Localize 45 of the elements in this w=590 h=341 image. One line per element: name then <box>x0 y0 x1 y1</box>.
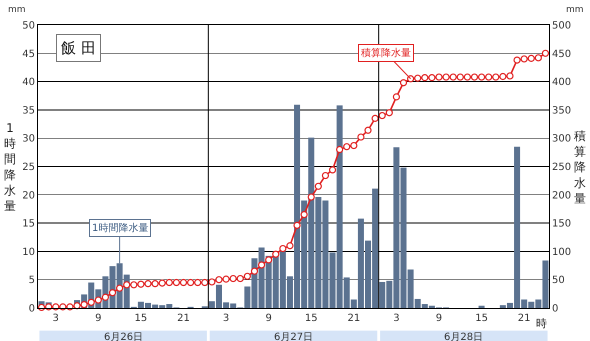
y2-tick-label: 50 <box>552 275 565 286</box>
x-tick-label: 21 <box>177 313 190 324</box>
y-tick-label: 0 <box>28 304 35 314</box>
x-tick-label: 3 <box>393 313 400 324</box>
y-tick-label: 30 <box>22 134 35 145</box>
x-tick-label: 3 <box>52 313 59 324</box>
y2-tick-label: 200 <box>552 190 572 202</box>
y-tick-label: 5 <box>28 275 35 286</box>
y-tick-label: 25 <box>22 162 35 173</box>
x-tick-label: 3 <box>222 313 230 324</box>
y-tick-label: 35 <box>22 105 35 116</box>
y-tick-label: 20 <box>22 190 35 202</box>
y2-tick-label: 0 <box>552 304 558 314</box>
x-tick-label: 9 <box>265 313 272 324</box>
x-tick-label: 15 <box>134 313 148 324</box>
x-tick-label: 9 <box>95 313 102 324</box>
text: 6月27日 <box>274 332 314 341</box>
y2-axis-title: 積算降水量 <box>574 129 586 206</box>
text: mm <box>566 5 584 15</box>
y2-tick-label: 250 <box>552 162 572 173</box>
series-label: 積算降水量 <box>361 47 411 59</box>
y-tick-label: 40 <box>22 77 35 88</box>
text: mm <box>8 5 26 15</box>
y-tick-label: 50 <box>22 20 35 32</box>
y2-tick-label: 300 <box>552 134 572 145</box>
text: 飯 田 <box>61 39 96 57</box>
y2-tick-label: 500 <box>552 20 572 32</box>
x-tick-label: 21 <box>347 313 360 324</box>
x-tick-label: 15 <box>475 313 488 324</box>
x-axis-title: 時 <box>536 317 547 330</box>
y2-tick-label: 350 <box>552 105 572 116</box>
x-tick-label: 15 <box>304 313 318 324</box>
text: 6月26日 <box>104 332 144 341</box>
y-tick-label: 15 <box>22 218 35 230</box>
text: 6月28日 <box>444 332 484 341</box>
text: 1時間降水量 <box>92 222 148 234</box>
y2-tick-label: 400 <box>552 77 572 88</box>
y2-tick-label: 450 <box>552 48 572 60</box>
x-tick-label: 9 <box>436 313 442 324</box>
y2-tick-label: 100 <box>552 246 572 258</box>
y2-tick-label: 150 <box>552 218 572 230</box>
y-tick-label: 10 <box>22 246 35 258</box>
x-tick-label: 21 <box>518 313 531 324</box>
y-axis-title: 1時間降水量 <box>4 121 16 213</box>
y-tick-label: 45 <box>22 48 35 60</box>
